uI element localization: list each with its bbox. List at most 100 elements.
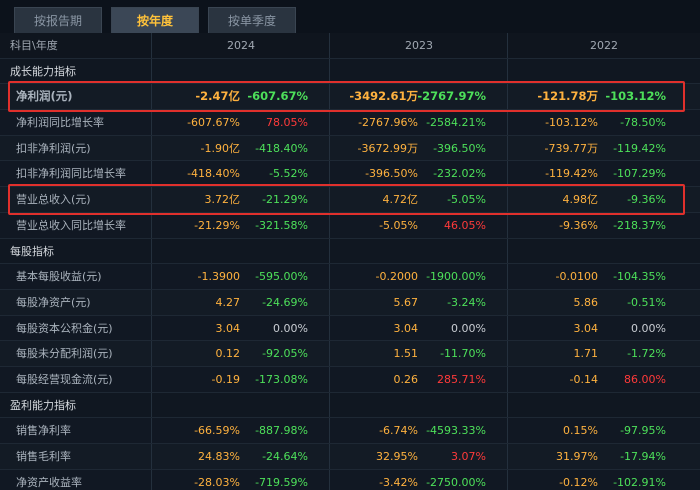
column-divider bbox=[507, 315, 508, 341]
yoy-change-cell: -719.59% bbox=[255, 475, 308, 489]
value-cell: -739.77万 bbox=[544, 141, 598, 155]
column-divider bbox=[151, 392, 152, 418]
yoy-change-cell: -17.94% bbox=[620, 450, 666, 463]
yoy-change-cell: -102.91% bbox=[613, 475, 666, 489]
column-divider bbox=[507, 110, 508, 135]
header-year-2023[interactable]: 2023 bbox=[405, 39, 433, 52]
table-row[interactable]: 销售净利率 -66.59% -887.98% -6.74% -4593.33% 0.15%… bbox=[0, 418, 700, 444]
column-divider bbox=[507, 418, 508, 443]
value-cell: -1.3900 bbox=[197, 270, 240, 284]
table-row[interactable]: 每股资本公积金(元) 3.04 0.00% 3.04 0.00% 3.04 0.00% bbox=[0, 315, 700, 342]
header-subject-label: 科目\年度 bbox=[10, 39, 58, 52]
yoy-change-cell: -173.08% bbox=[255, 372, 308, 386]
column-divider bbox=[329, 315, 330, 341]
table-row[interactable]: 扣非净利润同比增长率 -418.40% -5.52% -396.50% -232.02%… bbox=[0, 161, 700, 188]
column-divider bbox=[507, 84, 508, 110]
row-label: 基本每股收益(元) bbox=[16, 270, 102, 284]
value-cell: -9.36% bbox=[559, 218, 598, 232]
value-cell: 3.04 bbox=[573, 321, 599, 335]
section-row: 盈利能力指标 bbox=[0, 392, 700, 419]
row-label: 销售净利率 bbox=[16, 424, 71, 438]
column-divider bbox=[507, 238, 508, 264]
tab-by-report-period[interactable]: 按报告期 bbox=[14, 7, 102, 33]
value-cell: 0.26 bbox=[393, 372, 419, 386]
table-row[interactable]: 每股净资产(元) 4.27 -24.69% 5.67 -3.24% 5.86 -0.51% bbox=[0, 289, 700, 316]
column-divider bbox=[507, 264, 508, 289]
column-divider bbox=[329, 84, 330, 110]
column-divider bbox=[151, 418, 152, 443]
table-row[interactable]: 每股未分配利润(元) 0.12 -92.05% 1.51 -11.70% 1.71 -1.7… bbox=[0, 341, 700, 367]
value-cell: 3.04 bbox=[215, 321, 241, 335]
value-cell: 3.72亿 bbox=[204, 193, 241, 207]
table-row[interactable]: 净利润(元) -2.47亿 -607.67% -3492.61万 -2767.97% -1… bbox=[0, 84, 700, 111]
table-row[interactable]: 营业总收入(元) 3.72亿 -21.29% 4.72亿 -5.05% 4.98亿 -9.3… bbox=[0, 187, 700, 213]
section-title: 每股指标 bbox=[10, 244, 54, 258]
column-divider bbox=[507, 366, 508, 392]
value-cell: 4.27 bbox=[215, 295, 241, 309]
column-divider bbox=[151, 444, 152, 469]
column-divider bbox=[329, 341, 330, 366]
column-divider bbox=[329, 238, 330, 264]
yoy-change-cell: 3.07% bbox=[451, 450, 486, 463]
row-label: 净利润同比增长率 bbox=[16, 116, 104, 130]
yoy-change-cell: 78.05% bbox=[266, 116, 308, 130]
yoy-change-cell: -5.52% bbox=[269, 167, 308, 181]
yoy-change-cell: -1.72% bbox=[627, 347, 666, 361]
column-divider bbox=[151, 84, 152, 110]
yoy-change-cell: 86.00% bbox=[624, 372, 666, 386]
column-divider bbox=[507, 135, 508, 161]
yoy-change-cell: 285.71% bbox=[437, 372, 486, 386]
column-divider bbox=[329, 444, 330, 469]
table-row[interactable]: 净利润同比增长率 -607.67% 78.05% -2767.96% -2584.21%… bbox=[0, 110, 700, 136]
yoy-change-cell: -104.35% bbox=[613, 270, 666, 284]
column-divider bbox=[329, 212, 330, 238]
column-divider bbox=[151, 366, 152, 392]
yoy-change-cell: -11.70% bbox=[440, 347, 486, 361]
yoy-change-cell: -103.12% bbox=[605, 89, 666, 104]
column-divider bbox=[329, 110, 330, 135]
value-cell: -0.14 bbox=[569, 372, 598, 386]
value-cell: 1.71 bbox=[573, 347, 599, 361]
column-divider bbox=[507, 289, 508, 315]
table-row[interactable]: 营业总收入同比增长率 -21.29% -321.58% -5.05% 46.05% -9.… bbox=[0, 212, 700, 239]
value-cell: -119.42% bbox=[545, 167, 598, 181]
table-row[interactable]: 扣非净利润(元) -1.90亿 -418.40% -3672.99万 -396.50% -… bbox=[0, 135, 700, 162]
yoy-change-cell: -321.58% bbox=[255, 218, 308, 232]
yoy-change-cell: -92.05% bbox=[262, 347, 308, 361]
yoy-change-cell: -418.40% bbox=[255, 141, 308, 155]
table-row[interactable]: 每股经营现金流(元) -0.19 -173.08% 0.26 285.71% -0.14 8… bbox=[0, 366, 700, 393]
tab-by-year[interactable]: 按年度 bbox=[111, 7, 199, 33]
yoy-change-cell: 0.00% bbox=[451, 321, 486, 335]
value-cell: 0.12 bbox=[215, 347, 241, 361]
yoy-change-cell: -5.05% bbox=[447, 193, 486, 207]
value-cell: -28.03% bbox=[194, 475, 240, 489]
column-divider bbox=[329, 135, 330, 161]
yoy-change-cell: -4593.33% bbox=[426, 424, 486, 438]
column-divider bbox=[151, 212, 152, 238]
column-divider bbox=[151, 289, 152, 315]
section-row: 成长能力指标 bbox=[0, 58, 700, 85]
table-row[interactable]: 基本每股收益(元) -1.3900 -595.00% -0.2000 -1900.00%… bbox=[0, 264, 700, 290]
row-label: 每股净资产(元) bbox=[16, 295, 91, 309]
yoy-change-cell: -2767.97% bbox=[417, 89, 486, 104]
column-divider bbox=[507, 33, 508, 58]
column-divider bbox=[151, 58, 152, 84]
header-year-2024[interactable]: 2024 bbox=[227, 39, 255, 52]
tab-by-quarter[interactable]: 按单季度 bbox=[208, 7, 296, 33]
header-year-2022[interactable]: 2022 bbox=[590, 39, 618, 52]
row-label: 净利润(元) bbox=[16, 89, 73, 104]
yoy-change-cell: -3.24% bbox=[447, 295, 486, 309]
table-row[interactable]: 净资产收益率 -28.03% -719.59% -3.42% -2750.00% -0.1… bbox=[0, 469, 700, 490]
column-divider bbox=[507, 469, 508, 490]
indicators-table: 科目\年度 2024 2023 2022 成长能力指标 净利润(元) -2.47亿 -… bbox=[0, 33, 700, 490]
yoy-change-cell: -595.00% bbox=[255, 270, 308, 284]
value-cell: -66.59% bbox=[194, 424, 240, 438]
yoy-change-cell: -24.69% bbox=[262, 295, 308, 309]
value-cell: 24.83% bbox=[198, 450, 240, 463]
column-divider bbox=[329, 161, 330, 187]
yoy-change-cell: -218.37% bbox=[613, 218, 666, 232]
table-row[interactable]: 销售毛利率 24.83% -24.64% 32.95% 3.07% 31.97% -17.9… bbox=[0, 444, 700, 470]
column-divider bbox=[507, 392, 508, 418]
value-cell: -0.2000 bbox=[375, 270, 418, 284]
value-cell: 5.67 bbox=[393, 295, 419, 309]
